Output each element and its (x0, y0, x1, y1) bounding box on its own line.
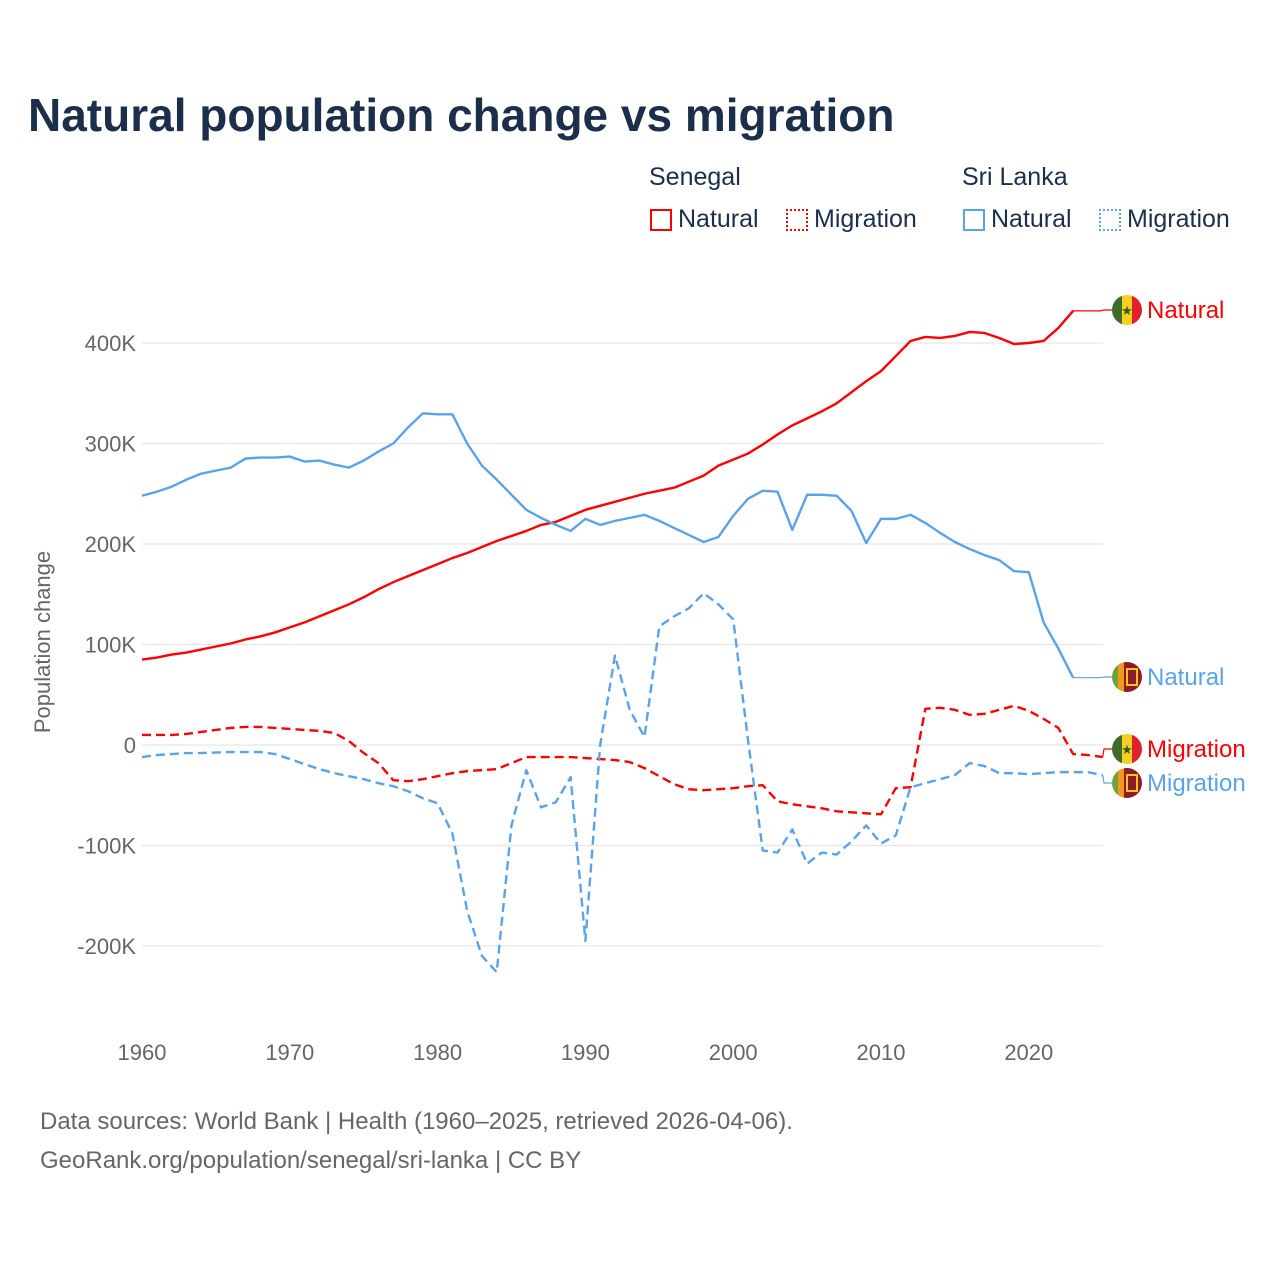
series-line-senegal-natural (141, 310, 1075, 661)
flag-stripe (1112, 734, 1122, 764)
senegal-flag-icon: ★ (1112, 734, 1142, 764)
footer-sources: Data sources: World Bank | Health (1960–… (40, 1108, 793, 1135)
flag-lion (1126, 668, 1138, 686)
flag-stripe (1112, 662, 1118, 692)
x-tick-label: 1990 (561, 1040, 610, 1065)
flag-stripe (1112, 768, 1118, 798)
flag-star: ★ (1121, 742, 1133, 757)
y-tick-label: 400K (85, 331, 137, 356)
flag-lion (1126, 774, 1138, 792)
series-line-sri-lanka-migration (141, 592, 1103, 974)
flag-stripe (1118, 768, 1124, 798)
flag-stripe (1122, 295, 1132, 325)
series-line-senegal-migration (142, 704, 1103, 816)
flag-stripe (1132, 295, 1142, 325)
flag-stripe (1118, 662, 1124, 692)
label-connector (1073, 676, 1112, 679)
flag-stripe (1112, 295, 1122, 325)
legend-group-senegal: Senegal (649, 163, 741, 191)
legend-senegal-natural[interactable]: Natural (650, 205, 759, 234)
x-tick-label: 1970 (265, 1040, 314, 1065)
y-tick-label: -100K (77, 834, 136, 859)
label-connector (1102, 775, 1112, 784)
y-tick-label: 100K (85, 633, 137, 658)
flag-stripe (1132, 734, 1142, 764)
flag-star: ★ (1121, 303, 1133, 318)
y-tick-label: 0 (124, 733, 136, 758)
legend-senegal-migration[interactable]: Migration (786, 205, 917, 234)
legend-label: Migration (1127, 205, 1230, 233)
legend-label: Natural (678, 205, 759, 233)
sri-lanka-flag-icon (1112, 768, 1142, 798)
y-tick-label: 200K (85, 532, 137, 557)
series-end-label: Migration (1147, 770, 1246, 797)
sri-lanka-flag-icon (1112, 662, 1142, 692)
series-end-label: Migration (1147, 736, 1246, 763)
label-connector (1073, 309, 1112, 312)
x-tick-label: 2000 (709, 1040, 758, 1065)
x-tick-label: 2010 (857, 1040, 906, 1065)
legend-sri-lanka-natural[interactable]: Natural (963, 205, 1072, 234)
legend-swatch-dotted-blue (1099, 208, 1121, 231)
y-tick-label: -200K (77, 934, 136, 959)
senegal-flag-icon: ★ (1112, 295, 1142, 325)
y-tick-label: 300K (85, 432, 137, 457)
legend-label: Natural (991, 205, 1072, 233)
footer-credit: GeoRank.org/population/senegal/sri-lanka… (40, 1147, 582, 1174)
series-line-sri-lanka-natural (141, 412, 1075, 679)
chart-title: Natural population change vs migration (28, 89, 895, 141)
x-tick-label: 2020 (1004, 1040, 1053, 1065)
y-axis-label: Population change (30, 551, 55, 733)
x-tick-label: 1980 (413, 1040, 462, 1065)
legend-swatch-dotted-red (786, 208, 808, 231)
flag-stripe (1122, 734, 1132, 764)
legend-swatch-solid-blue (963, 208, 985, 231)
x-tick-label: 1960 (118, 1040, 167, 1065)
label-connector (1102, 748, 1112, 758)
series-end-label: Natural (1147, 297, 1224, 324)
series-end-label: Natural (1147, 664, 1224, 691)
legend-group-sri-lanka: Sri Lanka (962, 163, 1068, 191)
legend-sri-lanka-migration[interactable]: Migration (1099, 205, 1230, 234)
legend-swatch-solid-red (650, 208, 672, 231)
legend-label: Migration (814, 205, 917, 233)
